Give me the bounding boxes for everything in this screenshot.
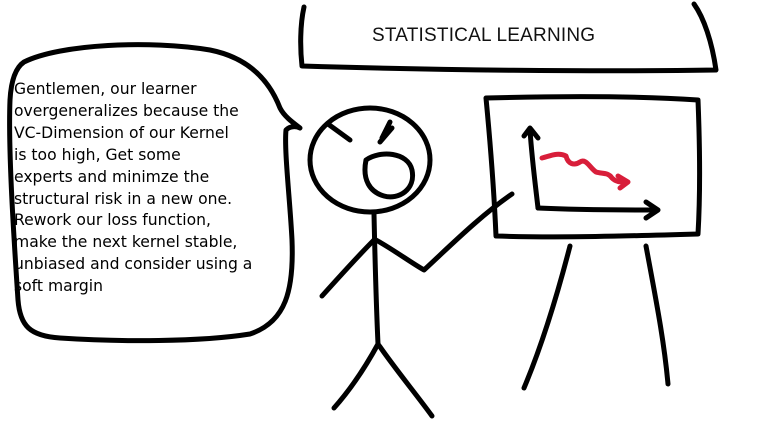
- speech-line: is too high, Get some: [14, 145, 181, 164]
- left-eyebrow: [325, 121, 353, 143]
- board-chart-trend-line: [539, 151, 631, 191]
- stick-figure-body: [371, 211, 381, 347]
- speech-line: experts and minimze the: [14, 167, 210, 186]
- speech-line: overgeneralizes because the: [14, 101, 239, 120]
- banner-outline: [298, 1, 719, 74]
- easel-right-leg: [643, 243, 671, 387]
- easel-board: [483, 94, 702, 240]
- stick-figure-head: [307, 105, 433, 215]
- stick-figure-right-arm: [373, 191, 515, 273]
- stick-figure-left-leg: [331, 341, 381, 411]
- speech-bubble-text: Gentlemen, our learner overgeneralizes b…: [14, 79, 292, 298]
- board-chart-x-axis: [535, 199, 661, 221]
- stick-figure-right-leg: [375, 341, 435, 419]
- speech-line: VC-Dimension of our Kernel: [14, 123, 229, 142]
- shouting-mouth: [362, 151, 416, 200]
- speech-line: Rework our loss function,: [14, 211, 211, 230]
- board-chart-y-axis: [521, 125, 541, 211]
- banner-title: STATISTICAL LEARNING: [372, 25, 596, 46]
- speech-line: Gentlemen, our learner: [14, 80, 197, 98]
- easel-left-leg: [521, 243, 573, 391]
- stick-figure-left-arm: [319, 237, 377, 299]
- speech-bubble-outline: [7, 42, 303, 344]
- speech-line: soft margin: [14, 277, 103, 296]
- speech-line: structural risk in a new one.: [14, 189, 233, 208]
- speech-line: unbiased and consider using a: [14, 255, 253, 274]
- right-eyebrow: [377, 119, 395, 145]
- speech-line: make the next kernel stable,: [14, 233, 238, 252]
